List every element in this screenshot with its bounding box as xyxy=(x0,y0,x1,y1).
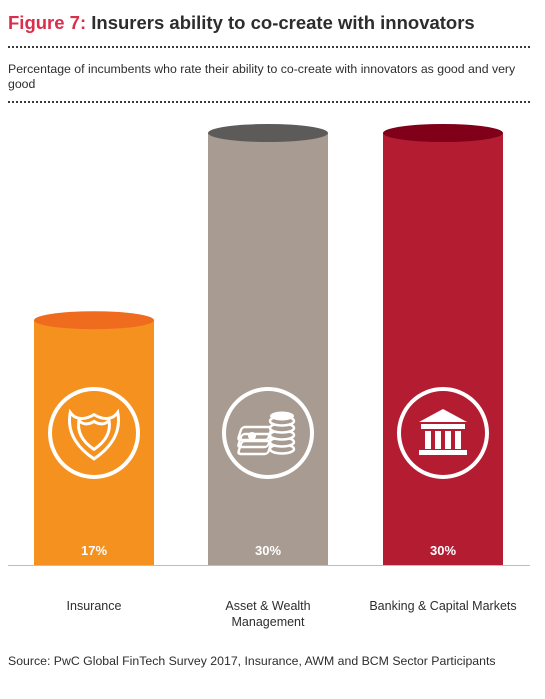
source-note: Source: PwC Global FinTech Survey 2017, … xyxy=(8,654,496,668)
figure-title: Figure 7: Insurers ability to co-create … xyxy=(8,12,538,34)
bar-group: 17% xyxy=(34,311,154,565)
bar-group: 30% xyxy=(383,124,503,565)
bar xyxy=(34,320,154,565)
figure-number: Figure 7: xyxy=(8,12,87,33)
subtitle-divider xyxy=(8,101,530,103)
data-label: 30% xyxy=(430,543,456,558)
bar-group: 30% xyxy=(208,124,328,565)
bar xyxy=(208,133,328,565)
category-label: Banking & Capital Markets xyxy=(369,599,517,613)
coins-and-cash-icon xyxy=(222,387,314,479)
bar-top xyxy=(34,311,154,330)
title-divider xyxy=(8,46,530,48)
bar xyxy=(383,133,503,565)
bank-building-icon xyxy=(397,387,489,479)
chart-baseline xyxy=(8,565,530,566)
shield-icon xyxy=(48,387,140,479)
figure-title-text: Insurers ability to co-create with innov… xyxy=(86,12,475,33)
data-label: 17% xyxy=(81,543,107,558)
category-label: Insurance xyxy=(66,599,122,613)
category-label: Asset & Wealth Management xyxy=(225,599,311,629)
bar-top xyxy=(383,124,503,142)
figure-subtitle: Percentage of incumbents who rate their … xyxy=(8,62,516,91)
data-label: 30% xyxy=(255,543,281,558)
bar-top xyxy=(208,124,328,142)
